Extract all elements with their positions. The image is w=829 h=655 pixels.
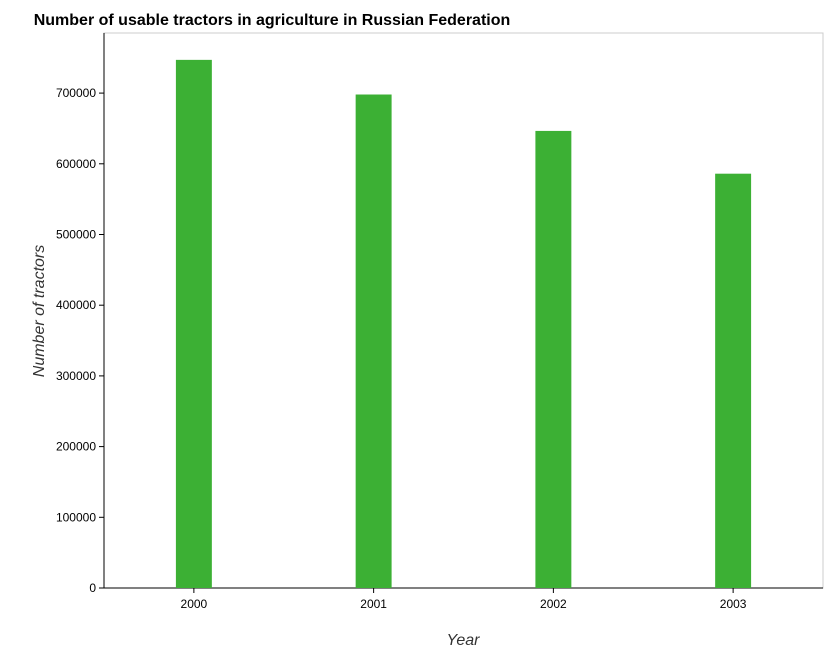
y-tick-label: 400000 [56,298,96,312]
x-tick-label-2000: 2000 [181,597,208,611]
x-axis-label: Year [447,632,481,649]
x-tick-label-2002: 2002 [540,597,567,611]
bars [175,59,752,589]
bar-2003 [715,173,752,588]
x-tick-label-2001: 2001 [360,597,387,611]
y-axis: 0 100000 200000 300000 400000 500000 600000 700… [56,33,105,595]
y-tick-label: 300000 [56,369,96,383]
x-axis: 2000 2001 2002 2003 [104,587,823,611]
y-tick-label: 100000 [56,510,96,524]
y-tick-label: 600000 [56,157,96,171]
bar-2000 [175,59,212,589]
y-tick-label: 700000 [56,86,96,100]
chart-title: Number of usable tractors in agriculture… [34,12,511,29]
bar-2001 [355,94,392,588]
bar-2002 [535,130,572,588]
y-tick-label: 500000 [56,227,96,241]
y-axis-label: Number of tractors [31,245,48,377]
y-tick-label: 200000 [56,440,96,454]
y-tick-label: 0 [89,581,96,595]
x-tick-label-2003: 2003 [720,597,747,611]
